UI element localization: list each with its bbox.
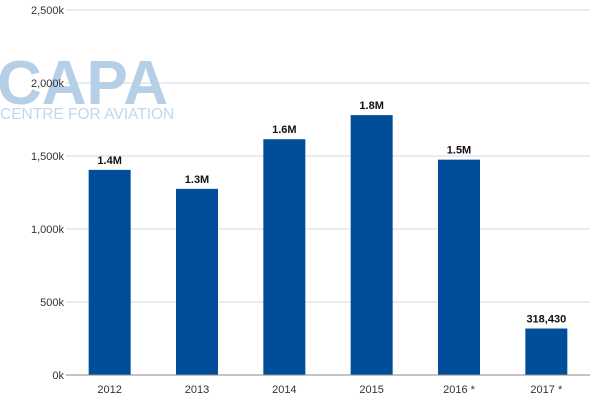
bar <box>438 159 480 375</box>
data-label: 1.6M <box>272 124 296 136</box>
gridlines <box>66 9 590 303</box>
bar <box>263 139 306 375</box>
y-tick-label: 1,500k <box>31 151 65 163</box>
capa-watermark: CAPA CENTRE FOR AVIATION <box>0 49 174 123</box>
y-tick-label: 0k <box>52 370 64 382</box>
x-tick-label: 2013 <box>185 384 209 396</box>
x-tick-label: 2014 <box>272 384 296 396</box>
x-tick-label: 2017 * <box>530 384 563 396</box>
bars <box>88 115 568 376</box>
x-tick-label: 2015 <box>359 384 383 396</box>
data-label: 1.5M <box>447 145 471 157</box>
x-tick-label: 2016 * <box>443 384 476 396</box>
watermark-logo: CAPA <box>0 49 168 118</box>
data-label: 1.8M <box>359 100 383 112</box>
data-label: 318,430 <box>526 314 566 326</box>
y-axis-ticks: 0k 500k 1,000k 1,500k 2,000k 2,500k <box>31 5 65 382</box>
data-label: 1.3M <box>185 174 209 186</box>
data-label: 1.4M <box>97 155 121 167</box>
x-tick-label: 2012 <box>97 384 121 396</box>
y-tick-label: 1,000k <box>31 224 65 236</box>
bar <box>350 115 393 376</box>
y-tick-label: 2,500k <box>31 5 65 17</box>
bar <box>525 328 568 375</box>
y-tick-label: 500k <box>40 297 64 309</box>
x-axis-ticks: 2012 2013 2014 2015 2016 * 2017 * <box>97 384 563 396</box>
bar <box>176 188 218 375</box>
data-labels: 1.4M 1.3M 1.6M 1.8M 1.5M 318,430 <box>97 100 566 325</box>
y-tick-label: 2,000k <box>31 78 65 90</box>
bar <box>88 169 131 375</box>
watermark-tagline: CENTRE FOR AVIATION <box>0 106 174 123</box>
